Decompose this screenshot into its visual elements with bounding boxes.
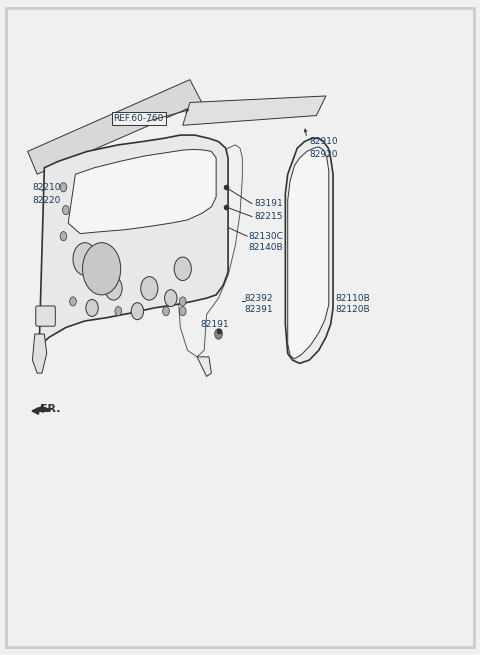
Circle shape bbox=[180, 297, 186, 306]
Circle shape bbox=[86, 299, 98, 316]
Circle shape bbox=[60, 183, 67, 192]
Text: 82191: 82191 bbox=[201, 320, 229, 329]
Text: 82130C: 82130C bbox=[249, 232, 284, 240]
FancyBboxPatch shape bbox=[36, 306, 55, 326]
Polygon shape bbox=[33, 334, 47, 373]
Polygon shape bbox=[288, 147, 329, 359]
Circle shape bbox=[180, 307, 186, 316]
Text: 82110B: 82110B bbox=[336, 293, 370, 303]
Circle shape bbox=[105, 276, 122, 300]
Text: 82215: 82215 bbox=[254, 212, 283, 221]
Text: 82120B: 82120B bbox=[336, 305, 370, 314]
Circle shape bbox=[115, 307, 121, 316]
Circle shape bbox=[62, 206, 69, 215]
Text: 83191: 83191 bbox=[254, 199, 283, 208]
Polygon shape bbox=[285, 138, 333, 364]
Text: 82140B: 82140B bbox=[249, 244, 283, 252]
Circle shape bbox=[165, 290, 177, 307]
Text: 82920: 82920 bbox=[309, 150, 338, 159]
Polygon shape bbox=[183, 96, 326, 125]
Polygon shape bbox=[39, 135, 228, 344]
Polygon shape bbox=[68, 149, 216, 234]
Text: 82391: 82391 bbox=[245, 305, 274, 314]
Polygon shape bbox=[28, 80, 202, 174]
Circle shape bbox=[70, 297, 76, 306]
Text: FR.: FR. bbox=[39, 404, 60, 414]
Circle shape bbox=[131, 303, 144, 320]
Circle shape bbox=[163, 307, 169, 316]
Text: 82210: 82210 bbox=[33, 183, 61, 192]
Text: 82220: 82220 bbox=[33, 196, 61, 205]
Circle shape bbox=[141, 276, 158, 300]
Circle shape bbox=[83, 243, 120, 295]
Text: REF.60-760: REF.60-760 bbox=[114, 114, 164, 123]
Polygon shape bbox=[197, 357, 211, 377]
Polygon shape bbox=[178, 145, 242, 357]
Text: 82910: 82910 bbox=[309, 137, 338, 146]
Text: 82392: 82392 bbox=[245, 293, 273, 303]
Circle shape bbox=[174, 257, 192, 280]
Circle shape bbox=[73, 243, 97, 275]
Circle shape bbox=[60, 232, 67, 241]
Circle shape bbox=[215, 329, 222, 339]
